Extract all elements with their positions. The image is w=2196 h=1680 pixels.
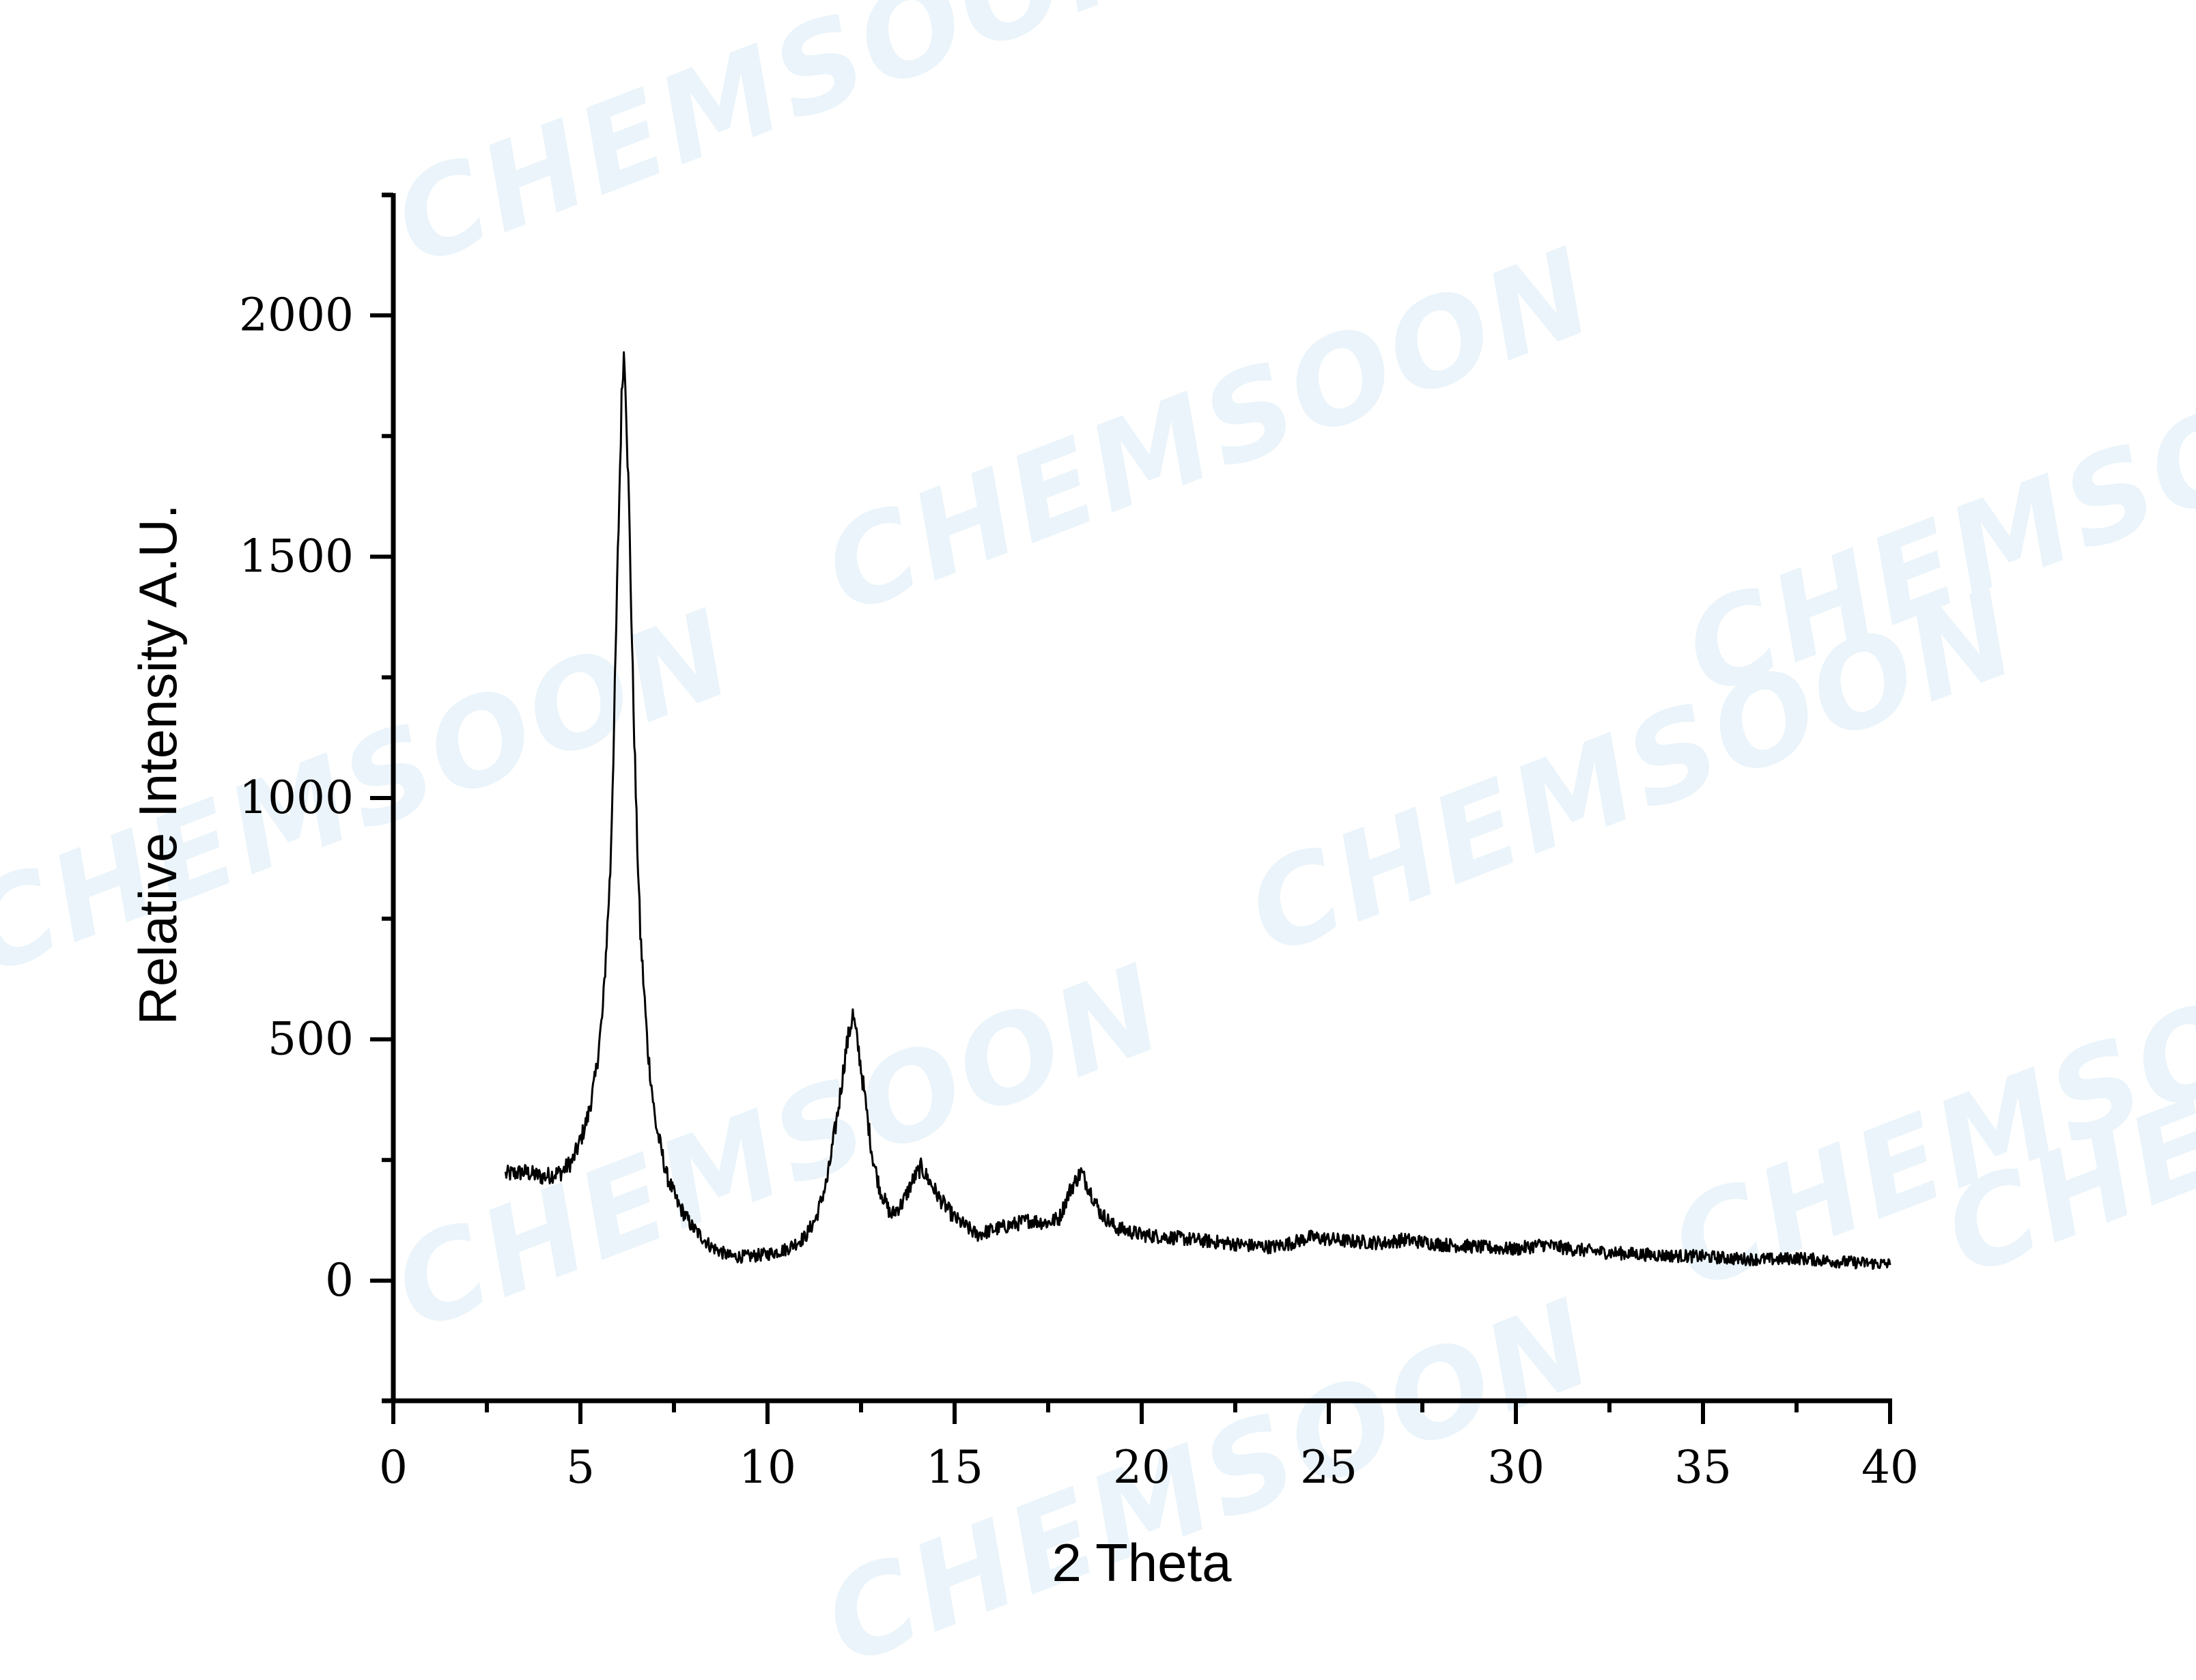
y-tick-label: 500 xyxy=(268,1013,354,1066)
x-ticks: 0 5 10 15 20 25 30 35 40 xyxy=(379,1401,1919,1494)
y-tick-label: 1000 xyxy=(239,771,354,824)
x-tick-label: 30 xyxy=(1487,1441,1545,1494)
y-axis-title: Relative Intensity A.U. xyxy=(128,504,188,1025)
x-tick-label: 0 xyxy=(379,1441,408,1494)
x-tick-label: 35 xyxy=(1674,1441,1732,1494)
x-tick-label: 15 xyxy=(926,1441,983,1494)
axes: 0 500 1000 1500 2000 0 5 10 15 20 25 30 35 40 xyxy=(239,193,1919,1494)
y-tick-label: 0 xyxy=(325,1254,354,1307)
xrd-trace xyxy=(504,351,1891,1270)
x-tick-label: 10 xyxy=(739,1441,796,1494)
x-tick-label: 5 xyxy=(566,1441,595,1494)
watermark-text: CHEMSOON xyxy=(807,221,1614,641)
y-tick-label: 1500 xyxy=(239,530,354,583)
x-tick-label: 40 xyxy=(1861,1441,1919,1494)
y-ticks: 0 500 1000 1500 2000 xyxy=(239,193,393,1307)
watermark-text: CHEMSOON xyxy=(377,938,1183,1358)
y-tick-label: 2000 xyxy=(239,289,354,341)
watermark-text: CHEMSOON xyxy=(377,0,1183,293)
x-tick-label: 20 xyxy=(1113,1441,1170,1494)
x-tick-label: 25 xyxy=(1300,1441,1357,1494)
x-axis-title: 2 Theta xyxy=(1052,1533,1232,1593)
